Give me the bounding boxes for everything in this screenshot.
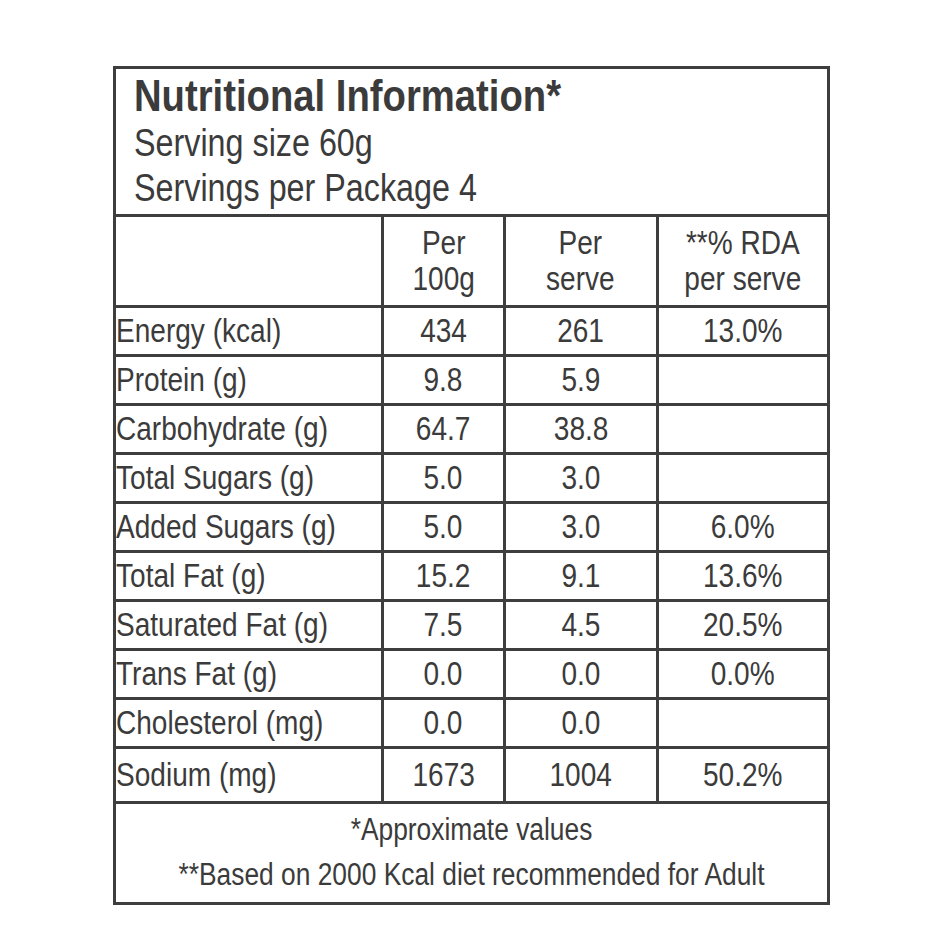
nutrient-label: Saturated Fat (g) (115, 601, 383, 650)
footnote-rda-basis: **Based on 2000 Kcal diet recommended fo… (169, 853, 773, 898)
col-header-line: **% RDA (684, 225, 801, 261)
footnote-approximate-values: *Approximate values (169, 808, 773, 853)
rda-value: 6.0% (657, 503, 828, 552)
rda-value (657, 454, 828, 503)
rda-value: 13.0% (657, 307, 828, 356)
per-serve-value: 5.9 (504, 356, 657, 405)
per-100g-value: 5.0 (382, 503, 504, 552)
col-header-rda-per-serve: **% RDA per serve (657, 216, 828, 307)
per-serve-value: 261 (504, 307, 657, 356)
serving-size-text: Serving size 60g (134, 121, 723, 166)
per-serve-value: 0.0 (504, 650, 657, 699)
per-serve-value: 3.0 (504, 503, 657, 552)
title-band: Nutritional Information* Serving size 60… (115, 68, 829, 216)
per-serve-value: 1004 (504, 748, 657, 803)
per-serve-value: 3.0 (504, 454, 657, 503)
title-cell: Nutritional Information* Serving size 60… (115, 68, 829, 216)
col-header-nutrient (115, 216, 383, 307)
per-serve-value: 9.1 (504, 552, 657, 601)
nutrient-label: Energy (kcal) (115, 307, 383, 356)
col-header-line: 100g (412, 261, 474, 297)
per-100g-value: 434 (382, 307, 504, 356)
per-100g-value: 0.0 (382, 650, 504, 699)
page-title: Nutritional Information* (134, 72, 723, 121)
rda-value (657, 356, 828, 405)
column-header-row: Per 100g Per serve **% RDA per serve (115, 216, 829, 307)
nutrient-label: Added Sugars (g) (115, 503, 383, 552)
col-header-per-100g: Per 100g (382, 216, 504, 307)
per-100g-value: 1673 (382, 748, 504, 803)
table-row-total-sugars: Total Sugars (g) 5.0 3.0 (115, 454, 829, 503)
table-row-energy: Energy (kcal) 434 261 13.0% (115, 307, 829, 356)
per-serve-value: 38.8 (504, 405, 657, 454)
table-row-saturated-fat: Saturated Fat (g) 7.5 4.5 20.5% (115, 601, 829, 650)
rda-value: 0.0% (657, 650, 828, 699)
nutrition-table: Nutritional Information* Serving size 60… (113, 66, 830, 905)
rda-value: 50.2% (657, 748, 828, 803)
per-100g-value: 64.7 (382, 405, 504, 454)
per-serve-value: 0.0 (504, 699, 657, 748)
col-header-line: Per (412, 225, 474, 261)
table-row-trans-fat: Trans Fat (g) 0.0 0.0 0.0% (115, 650, 829, 699)
table-row-sodium: Sodium (mg) 1673 1004 50.2% (115, 748, 829, 803)
col-header-line: Per (546, 225, 615, 261)
nutrient-label: Total Sugars (g) (115, 454, 383, 503)
per-100g-value: 15.2 (382, 552, 504, 601)
rda-value (657, 699, 828, 748)
table-row-cholesterol: Cholesterol (mg) 0.0 0.0 (115, 699, 829, 748)
nutrition-label: Nutritional Information* Serving size 60… (0, 0, 940, 940)
per-100g-value: 7.5 (382, 601, 504, 650)
nutrient-label: Trans Fat (g) (115, 650, 383, 699)
col-header-per-serve: Per serve (504, 216, 657, 307)
table-row-total-fat: Total Fat (g) 15.2 9.1 13.6% (115, 552, 829, 601)
nutrient-label: Cholesterol (mg) (115, 699, 383, 748)
col-header-line: serve (546, 261, 615, 297)
per-serve-value: 4.5 (504, 601, 657, 650)
table-row-added-sugars: Added Sugars (g) 5.0 3.0 6.0% (115, 503, 829, 552)
table-row-protein: Protein (g) 9.8 5.9 (115, 356, 829, 405)
servings-per-package-text: Servings per Package 4 (134, 166, 723, 211)
per-100g-value: 0.0 (382, 699, 504, 748)
rda-value (657, 405, 828, 454)
footnotes-band: *Approximate values **Based on 2000 Kcal… (115, 803, 829, 904)
nutrient-label: Carbohydrate (g) (115, 405, 383, 454)
nutrient-label: Total Fat (g) (115, 552, 383, 601)
nutrient-label: Sodium (mg) (115, 748, 383, 803)
nutrient-label: Protein (g) (115, 356, 383, 405)
table-row-carbohydrate: Carbohydrate (g) 64.7 38.8 (115, 405, 829, 454)
rda-value: 13.6% (657, 552, 828, 601)
footnotes-cell: *Approximate values **Based on 2000 Kcal… (115, 803, 829, 904)
per-100g-value: 9.8 (382, 356, 504, 405)
per-100g-value: 5.0 (382, 454, 504, 503)
rda-value: 20.5% (657, 601, 828, 650)
col-header-line: per serve (684, 261, 801, 297)
